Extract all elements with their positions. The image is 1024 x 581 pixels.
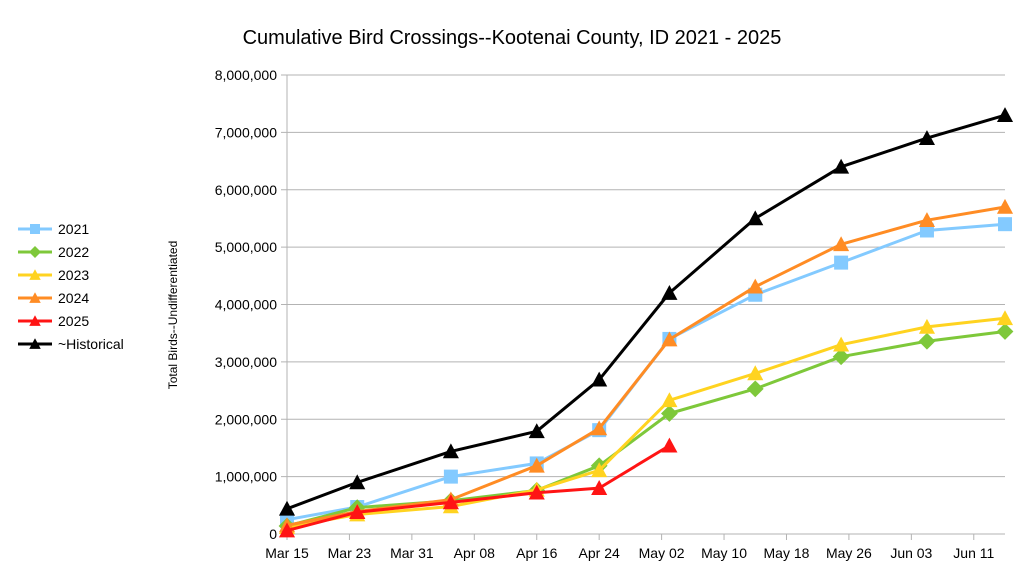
y-tick-label: 0: [269, 526, 277, 542]
x-tick-label: Mar 23: [328, 545, 372, 561]
data-point: [918, 130, 936, 145]
series-line: [286, 205, 1006, 527]
data-point: [661, 284, 678, 300]
data-point: [747, 210, 764, 226]
data-point: [591, 371, 608, 387]
data-point: [918, 318, 936, 334]
data-point: [591, 462, 608, 478]
data-point: [918, 212, 936, 228]
legend-item: 2024: [18, 290, 89, 306]
data-point: [443, 469, 458, 484]
legend-swatch-marker: [29, 292, 41, 303]
x-tick-label: Apr 16: [516, 545, 557, 561]
data-point: [442, 443, 459, 459]
data-point: [661, 405, 678, 422]
data-point: [591, 420, 608, 436]
series-line: [286, 113, 1006, 511]
x-tick-label: May 02: [639, 545, 685, 561]
legend-item: ~Historical: [18, 336, 124, 352]
legend-swatch-marker: [29, 269, 41, 280]
x-tick-label: Jun 11: [953, 545, 994, 561]
x-tick-label: Mar 31: [390, 545, 434, 561]
series-line: [286, 330, 1006, 528]
data-point: [528, 423, 545, 439]
legend-label: 2021: [58, 221, 89, 237]
gridlines: [287, 74, 1005, 535]
series-4: [278, 437, 678, 538]
legend-label: 2024: [58, 290, 89, 306]
legend: 2021 2022 2023 2024 2025 ~Historical: [18, 221, 124, 352]
data-point: [996, 323, 1014, 340]
data-point: [278, 500, 296, 516]
series-5: [278, 107, 1014, 516]
data-point: [746, 380, 764, 398]
data-point: [918, 332, 936, 350]
legend-label: 2025: [58, 313, 89, 329]
y-tick-labels: 0 1,000,000 2,000,000 3,000,000 4,000,000 5,0…: [215, 67, 278, 542]
y-tick-label: 2,000,000: [215, 411, 277, 427]
series-3: [278, 198, 1014, 533]
data-point: [996, 107, 1014, 123]
x-tick-label: Mar 15: [265, 545, 309, 561]
data-point: [747, 365, 764, 381]
legend-swatch-marker: [29, 315, 41, 326]
legend-item: 2025: [18, 313, 89, 329]
data-point: [833, 336, 850, 352]
data-point: [996, 198, 1014, 214]
data-point: [442, 494, 459, 510]
series-line: [286, 444, 671, 533]
data-point: [591, 480, 608, 495]
legend-swatch-marker: [30, 224, 40, 234]
y-tick-label: 1,000,000: [215, 469, 277, 485]
axes: [281, 74, 1005, 540]
y-axis-label: Total Birds--Undifferentiated: [166, 241, 180, 390]
data-point: [661, 392, 678, 408]
data-point: [834, 255, 849, 270]
x-tick-label: May 26: [826, 545, 872, 561]
data-point: [998, 217, 1012, 232]
series-line: [286, 316, 1006, 529]
data-point: [661, 437, 678, 453]
legend-item: 2023: [18, 267, 89, 283]
y-tick-label: 3,000,000: [215, 354, 277, 370]
series-0: [280, 217, 1012, 527]
data-point: [833, 236, 850, 252]
x-tick-label: Apr 08: [454, 545, 495, 561]
series-lines: [278, 107, 1014, 538]
x-tick-label: May 10: [701, 545, 747, 561]
legend-item: 2021: [18, 221, 89, 237]
data-point: [528, 484, 545, 500]
data-point: [833, 158, 850, 174]
series-line: [286, 222, 1006, 522]
data-point: [832, 348, 850, 366]
data-point: [349, 474, 366, 490]
data-point: [278, 522, 296, 538]
legend-label: 2022: [58, 244, 89, 260]
y-tick-label: 5,000,000: [215, 239, 277, 255]
data-point: [747, 278, 764, 294]
legend-item: 2022: [18, 244, 89, 260]
legend-label: ~Historical: [58, 336, 124, 352]
series-1: [278, 323, 1014, 535]
data-point: [996, 310, 1014, 326]
x-tick-label: May 18: [764, 545, 810, 561]
series-2: [278, 310, 1014, 534]
y-tick-label: 6,000,000: [215, 182, 277, 198]
legend-swatch-marker: [29, 246, 41, 258]
x-tick-labels: Mar 15 Mar 23 Mar 31 Apr 08 Apr 16 Apr 24 May …: [265, 545, 994, 561]
y-tick-label: 8,000,000: [215, 67, 277, 83]
y-tick-label: 7,000,000: [215, 124, 277, 140]
data-point: [349, 504, 366, 520]
data-point: [661, 331, 678, 347]
x-tick-label: Jun 03: [890, 545, 932, 561]
y-tick-label: 4,000,000: [215, 297, 277, 313]
legend-swatch-marker: [29, 338, 41, 349]
x-tick-label: Apr 24: [579, 545, 620, 561]
data-point: [528, 457, 545, 473]
legend-label: 2023: [58, 267, 89, 283]
chart-title: Cumulative Bird Crossings--Kootenai Coun…: [243, 27, 782, 49]
